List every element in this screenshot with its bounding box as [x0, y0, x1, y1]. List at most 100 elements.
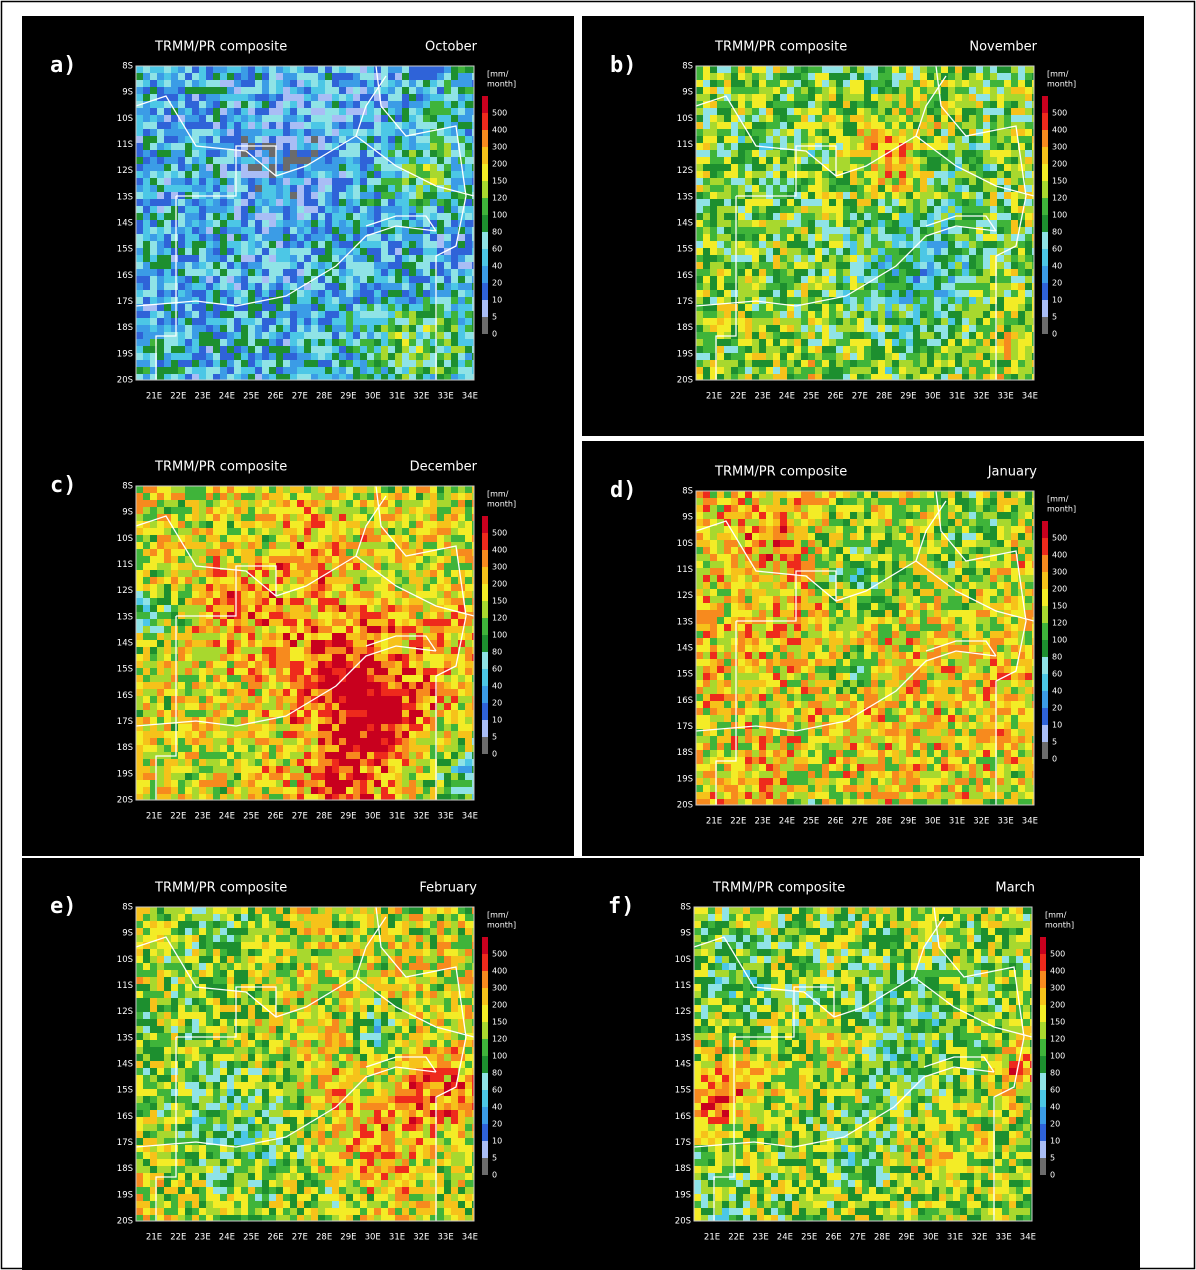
- rain-cell: [290, 234, 297, 241]
- rain-cell: [171, 185, 178, 192]
- rain-cell: [934, 164, 941, 171]
- rain-cell: [437, 311, 444, 318]
- rain-cell: [157, 353, 164, 360]
- rain-cell: [920, 122, 927, 129]
- rain-cell: [948, 129, 955, 136]
- rain-cell: [276, 500, 283, 507]
- rain-cell: [395, 185, 402, 192]
- rain-cell: [458, 80, 465, 87]
- lat-label: 12S: [117, 166, 133, 176]
- rain-cell: [353, 94, 360, 101]
- rain-cell: [157, 318, 164, 325]
- rain-cell: [696, 297, 703, 304]
- rain-cell: [353, 535, 360, 542]
- rain-cell: [710, 108, 717, 115]
- rain-cell: [227, 87, 234, 94]
- rain-cell: [304, 339, 311, 346]
- rain-cell: [185, 353, 192, 360]
- rain-cell: [780, 283, 787, 290]
- rain-cell: [892, 220, 899, 227]
- rain-cell: [787, 283, 794, 290]
- rain-cell: [409, 94, 416, 101]
- rain-cell: [185, 248, 192, 255]
- rain-cell: [752, 108, 759, 115]
- rain-cell: [710, 136, 717, 143]
- rain-cell: [241, 325, 248, 332]
- rain-cell: [346, 241, 353, 248]
- rain-cell: [213, 136, 220, 143]
- rain-cell: [283, 339, 290, 346]
- rain-cell: [206, 80, 213, 87]
- rain-cell: [339, 367, 346, 374]
- rain-cell: [843, 297, 850, 304]
- rain-cell: [290, 269, 297, 276]
- rain-cell: [276, 486, 283, 493]
- rain-cell: [920, 346, 927, 353]
- rain-cell: [346, 115, 353, 122]
- rain-cell: [283, 220, 290, 227]
- rain-cell: [220, 108, 227, 115]
- lon-label: 29E: [340, 392, 356, 402]
- rain-cell: [185, 297, 192, 304]
- rain-cell: [703, 213, 710, 220]
- rain-cell: [318, 542, 325, 549]
- rain-cell: [843, 178, 850, 185]
- rain-cell: [913, 206, 920, 213]
- rain-cell: [297, 507, 304, 514]
- rain-cell: [241, 290, 248, 297]
- rain-cell: [192, 535, 199, 542]
- rain-cell: [220, 122, 227, 129]
- rain-cell: [738, 283, 745, 290]
- rain-cell: [192, 514, 199, 521]
- rain-cell: [773, 269, 780, 276]
- rain-cell: [395, 332, 402, 339]
- rain-cell: [843, 213, 850, 220]
- rain-cell: [878, 248, 885, 255]
- rain-cell: [360, 542, 367, 549]
- rain-cell: [808, 115, 815, 122]
- rain-cell: [430, 66, 437, 73]
- rain-cell: [374, 206, 381, 213]
- rain-cell: [444, 367, 451, 374]
- rain-cell: [297, 500, 304, 507]
- rain-cell: [1018, 367, 1025, 374]
- rain-cell: [815, 220, 822, 227]
- rain-cell: [192, 199, 199, 206]
- rain-cell: [353, 521, 360, 528]
- rain-cell: [255, 493, 262, 500]
- rain-cell: [780, 248, 787, 255]
- rain-cell: [892, 164, 899, 171]
- rain-cell: [150, 276, 157, 283]
- rain-cell: [738, 171, 745, 178]
- rain-cell: [906, 115, 913, 122]
- rain-cell: [290, 276, 297, 283]
- rain-cell: [423, 87, 430, 94]
- rain-cell: [409, 325, 416, 332]
- rain-cell: [164, 192, 171, 199]
- rain-cell: [269, 353, 276, 360]
- rain-cell: [283, 269, 290, 276]
- rain-cell: [766, 325, 773, 332]
- rain-cell: [269, 283, 276, 290]
- rain-cell: [395, 514, 402, 521]
- rain-cell: [780, 367, 787, 374]
- rain-cell: [836, 206, 843, 213]
- rain-cell: [920, 304, 927, 311]
- rain-cell: [276, 276, 283, 283]
- rain-cell: [164, 304, 171, 311]
- rain-cell: [234, 486, 241, 493]
- rain-cell: [885, 213, 892, 220]
- rain-cell: [703, 220, 710, 227]
- rain-cell: [164, 318, 171, 325]
- rain-cell: [773, 164, 780, 171]
- rain-cell: [339, 514, 346, 521]
- rain-cell: [836, 353, 843, 360]
- rain-cell: [465, 374, 472, 380]
- rain-cell: [696, 213, 703, 220]
- rain-cell: [227, 269, 234, 276]
- rain-cell: [1011, 178, 1018, 185]
- rain-cell: [843, 122, 850, 129]
- rain-cell: [801, 255, 808, 262]
- rain-cell: [283, 136, 290, 143]
- rain-cell: [213, 367, 220, 374]
